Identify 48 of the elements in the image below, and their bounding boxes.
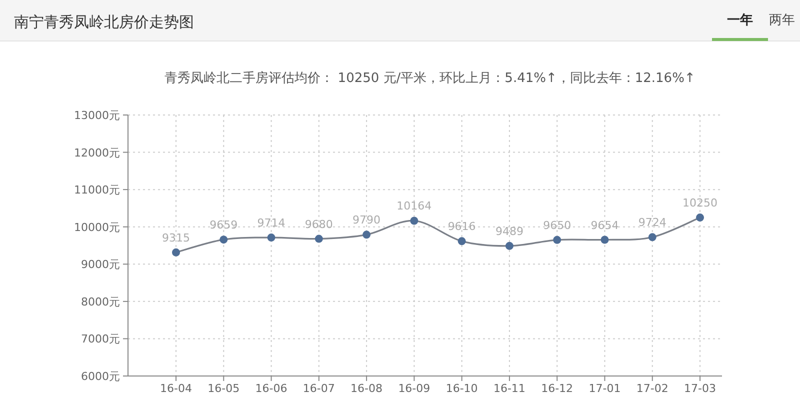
- point: [267, 234, 276, 242]
- point: [553, 236, 562, 244]
- x-tick-label: 16-05: [208, 382, 240, 395]
- x-tick-label: 16-06: [255, 382, 288, 395]
- x-tick-label: 16-09: [398, 382, 430, 395]
- data-label: 9315: [162, 231, 190, 244]
- point: [505, 242, 514, 250]
- y-tick-label: 12000元: [74, 146, 120, 160]
- y-tick-label: 6000元: [81, 370, 120, 383]
- data-label: 9654: [590, 218, 619, 232]
- text: 一年: [727, 13, 753, 28]
- point: [648, 233, 656, 242]
- x-tick-label: 16-12: [541, 382, 574, 395]
- y-tick-label: 7000元: [81, 332, 120, 346]
- text: 两年: [769, 13, 795, 28]
- x-tick-label: 16-04: [160, 382, 192, 395]
- point: [458, 237, 466, 246]
- x-tick-label: 17-03: [684, 382, 716, 395]
- x-tick-label: 16-08: [350, 382, 383, 395]
- y-tick-label: 11000元: [74, 184, 120, 197]
- data-label: 9714: [257, 216, 286, 230]
- x-tick-label: 17-02: [636, 382, 668, 395]
- data-label: 10164: [396, 200, 432, 213]
- data-label: 9650: [543, 218, 572, 232]
- point: [410, 216, 418, 225]
- point: [696, 214, 704, 222]
- point: [220, 236, 228, 244]
- x-tick-label: 16-07: [302, 382, 335, 395]
- data-label: 9790: [352, 214, 381, 227]
- point: [314, 234, 323, 243]
- point: [600, 236, 609, 244]
- x-tick-label: 16-10: [446, 382, 478, 395]
- x-tick-label: 16-11: [493, 382, 526, 395]
- y-tick-label: 10000元: [74, 220, 120, 234]
- chart-title: 南宁青秀凤岭北房价走势图: [14, 13, 194, 31]
- y-tick-label: 13000元: [74, 109, 120, 122]
- data-label: 9489: [495, 224, 524, 238]
- chart-subtitle: 青秀凤岭北二手房评估均价： 10250 元/平米，环比上月：5.41%↑，同比去年：12.16%↑: [164, 70, 696, 86]
- data-label: 10250: [682, 196, 718, 210]
- data-label: 9724: [638, 216, 666, 230]
- data-label: 9680: [304, 218, 333, 231]
- y-tick-label: 8000元: [81, 295, 120, 308]
- x-tick-label: 17-01: [588, 382, 621, 395]
- data-label: 9659: [210, 218, 238, 232]
- point: [172, 248, 180, 256]
- data-label: 9616: [448, 220, 476, 234]
- y-tick-label: 9000元: [81, 258, 120, 272]
- point: [362, 230, 371, 239]
